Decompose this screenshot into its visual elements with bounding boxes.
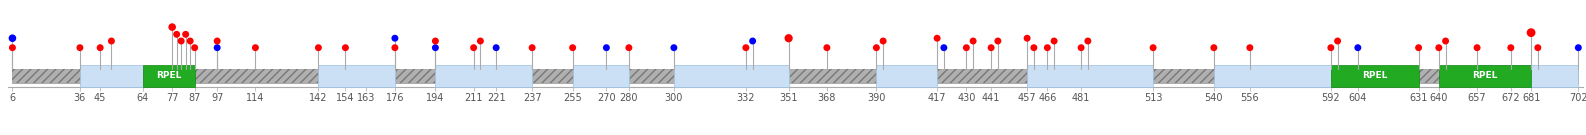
Point xyxy=(741,40,766,42)
Point xyxy=(925,37,950,39)
Point xyxy=(382,37,408,39)
Text: RPEL: RPEL xyxy=(1472,71,1497,80)
Bar xyxy=(79,65,143,87)
Point xyxy=(1140,47,1166,49)
Point xyxy=(98,40,124,42)
Point xyxy=(484,47,509,49)
Point xyxy=(462,47,487,49)
Point xyxy=(1015,37,1040,39)
Point xyxy=(961,40,986,42)
Point xyxy=(1201,47,1226,49)
Point xyxy=(953,47,979,49)
Bar xyxy=(877,65,937,87)
Bar xyxy=(674,65,788,87)
Point xyxy=(243,47,268,49)
Point xyxy=(1034,47,1059,49)
Point xyxy=(617,47,642,49)
Text: RPEL: RPEL xyxy=(1362,71,1388,80)
Bar xyxy=(573,65,630,87)
Point xyxy=(67,47,92,49)
Bar xyxy=(1331,65,1418,87)
Point xyxy=(1518,32,1543,34)
Bar xyxy=(436,65,533,87)
Point xyxy=(776,37,801,39)
Point xyxy=(163,33,189,35)
Point xyxy=(306,47,331,49)
Point xyxy=(1021,47,1047,49)
Point xyxy=(160,26,186,28)
Point xyxy=(205,47,230,49)
Point xyxy=(182,47,208,49)
Point xyxy=(1237,47,1262,49)
Point xyxy=(423,40,449,42)
Point xyxy=(520,47,546,49)
Point xyxy=(931,47,956,49)
Point xyxy=(985,40,1010,42)
Point xyxy=(1426,47,1451,49)
Point xyxy=(423,47,449,49)
Point xyxy=(468,40,493,42)
Point xyxy=(1464,47,1489,49)
Bar xyxy=(1439,65,1530,87)
Point xyxy=(864,47,890,49)
Point xyxy=(87,47,113,49)
Point xyxy=(1499,47,1524,49)
Bar xyxy=(13,69,1578,83)
Point xyxy=(178,40,203,42)
Point xyxy=(1069,47,1094,49)
Point xyxy=(1432,40,1458,42)
Bar xyxy=(1477,65,1578,87)
Bar xyxy=(13,69,1578,83)
Point xyxy=(205,40,230,42)
Point xyxy=(1318,47,1343,49)
Point xyxy=(0,37,25,39)
Point xyxy=(1345,47,1370,49)
Point xyxy=(168,40,193,42)
Point xyxy=(1324,40,1350,42)
Point xyxy=(173,33,198,35)
Point xyxy=(979,47,1004,49)
Point xyxy=(1565,47,1586,49)
Bar xyxy=(1028,65,1153,87)
Point xyxy=(1042,40,1067,42)
Point xyxy=(593,47,619,49)
Point xyxy=(560,47,585,49)
Bar xyxy=(143,65,195,87)
Bar xyxy=(1213,65,1331,87)
Point xyxy=(814,47,839,49)
Point xyxy=(1526,47,1551,49)
Point xyxy=(0,47,25,49)
Point xyxy=(1405,47,1431,49)
Point xyxy=(333,47,358,49)
Point xyxy=(382,47,408,49)
Point xyxy=(733,47,758,49)
Text: RPEL: RPEL xyxy=(155,71,181,80)
Point xyxy=(1075,40,1101,42)
Point xyxy=(661,47,687,49)
Bar xyxy=(319,65,395,87)
Point xyxy=(871,40,896,42)
